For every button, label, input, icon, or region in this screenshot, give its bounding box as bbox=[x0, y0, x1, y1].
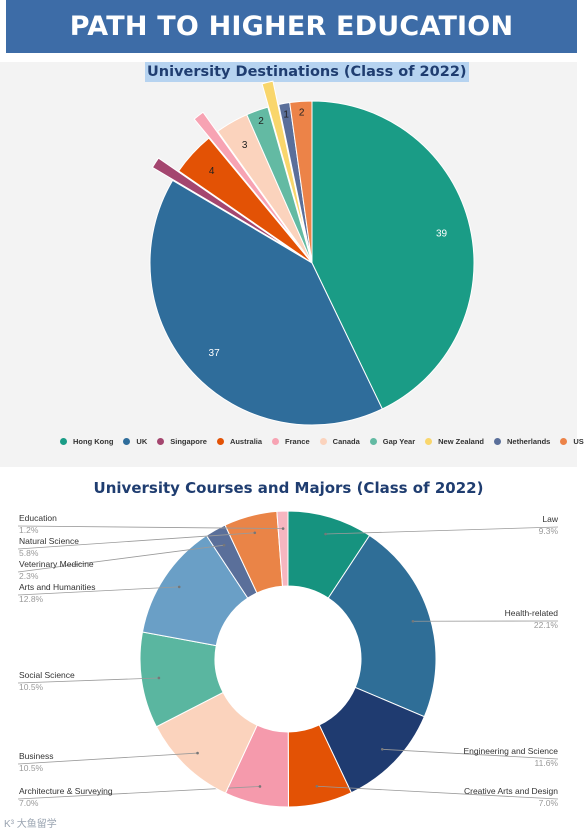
legend-label: Hong Kong bbox=[73, 437, 114, 446]
destination-slice-australia bbox=[177, 137, 313, 264]
course-name-label-business: Business bbox=[19, 751, 54, 761]
course-leader-dot bbox=[380, 748, 384, 751]
legend-swatch bbox=[123, 438, 131, 445]
course-percent-label-creative-arts-and-design: 7.0% bbox=[539, 798, 559, 808]
page-banner: PATH TO HIGHER EDUCATION bbox=[6, 0, 577, 53]
legend-item-netherlands: Netherlands bbox=[494, 437, 550, 446]
legend-swatch bbox=[425, 438, 433, 445]
course-leader-dot bbox=[258, 785, 262, 788]
course-leader-line bbox=[382, 748, 559, 760]
legend-swatch bbox=[560, 438, 568, 445]
legend-item-hong-kong: Hong Kong bbox=[60, 437, 113, 446]
course-leader-line bbox=[17, 532, 255, 550]
course-leader-line bbox=[17, 752, 198, 765]
course-leader-dot bbox=[281, 527, 285, 530]
course-leader-line bbox=[316, 785, 559, 800]
course-percent-label-business: 10.5% bbox=[19, 763, 44, 773]
course-name-label-veterinary-medicine: Veterinary Medicine bbox=[19, 559, 94, 569]
destination-slice-singapore bbox=[151, 157, 293, 251]
course-name-label-natural-science: Natural Science bbox=[19, 536, 79, 546]
course-percent-label-education: 1.2% bbox=[19, 525, 39, 535]
destination-value-label-usa: 2 bbox=[299, 108, 305, 119]
destination-slice-new-zealand bbox=[261, 80, 307, 240]
course-slice-education bbox=[276, 510, 289, 587]
course-name-label-health-related: Health-related bbox=[505, 608, 559, 618]
legend-item-new-zealand: New Zealand bbox=[425, 437, 484, 446]
legend-item-singapore: Singapore bbox=[157, 437, 207, 446]
course-percent-label-arts-and-humanities: 12.8% bbox=[19, 594, 44, 604]
destination-slice-usa bbox=[289, 100, 313, 264]
course-slice-health-related bbox=[327, 534, 437, 718]
course-name-label-creative-arts-and-design: Creative Arts and Design bbox=[464, 786, 558, 796]
course-name-label-social-science: Social Science bbox=[19, 670, 75, 680]
course-leader-line bbox=[325, 526, 559, 535]
course-percent-label-health-related: 22.1% bbox=[534, 620, 559, 630]
legend-item-australia: Australia bbox=[216, 437, 263, 446]
legend-label: Australia bbox=[229, 437, 263, 446]
page-title: PATH TO HIGHER EDUCATION bbox=[69, 11, 514, 42]
legend-item-canada: Canada bbox=[319, 437, 360, 446]
destination-value-label-uk: 37 bbox=[209, 348, 221, 359]
legend-swatch bbox=[494, 438, 501, 445]
destination-slice-france bbox=[193, 111, 298, 245]
courses-chart-title: University Courses and Majors (Class of … bbox=[93, 479, 484, 497]
course-name-label-engineering-and-science: Engineering and Science bbox=[463, 746, 558, 756]
destination-slice-gap-year bbox=[246, 106, 313, 264]
course-leader-line bbox=[17, 586, 180, 596]
destination-slice-uk bbox=[149, 179, 383, 426]
legend-item-usa: USA bbox=[560, 437, 584, 446]
course-leader-line bbox=[17, 677, 159, 684]
legend-label: New Zealand bbox=[438, 437, 484, 446]
course-name-label-law: Law bbox=[542, 514, 558, 524]
destination-slice-hong-kong bbox=[311, 100, 475, 410]
legend-swatch bbox=[272, 438, 280, 445]
course-leader-line bbox=[17, 544, 225, 573]
course-leader-dot bbox=[315, 784, 319, 788]
destination-value-label-australia: 4 bbox=[209, 166, 215, 177]
course-leader-dot bbox=[324, 532, 327, 536]
legend-label: Canada bbox=[332, 437, 360, 446]
course-leader-dot bbox=[157, 676, 161, 680]
legend-label: Singapore bbox=[170, 437, 207, 446]
destination-value-label-netherlands: 1 bbox=[283, 110, 289, 121]
legend-item-gap-year: Gap Year bbox=[369, 437, 416, 446]
legend-item-france: France bbox=[272, 437, 310, 446]
course-percent-label-engineering-and-science: 11.6% bbox=[535, 758, 559, 768]
legend-label: Gap Year bbox=[382, 437, 416, 446]
legend-label: UK bbox=[136, 437, 148, 446]
legend-swatch bbox=[60, 438, 67, 445]
course-name-label-education: Education bbox=[19, 513, 57, 523]
course-leader-dot bbox=[411, 619, 415, 623]
destinations-chart-title: University Destinations (Class of 2022) bbox=[145, 62, 469, 82]
legend-label: Netherlands bbox=[507, 437, 551, 446]
course-name-label-arts-and-humanities: Arts and Humanities bbox=[19, 582, 96, 592]
destination-value-label-gap-year: 2 bbox=[258, 116, 264, 127]
destinations-legend: Hong Kong UK Singapore Australia France Canad… bbox=[60, 437, 584, 446]
legend-swatch bbox=[369, 438, 377, 445]
destination-value-label-hong-kong: 39 bbox=[436, 228, 448, 239]
course-leader-dot bbox=[177, 585, 181, 589]
course-leader-line bbox=[17, 525, 284, 529]
watermark: K³ 大鱼留学 bbox=[4, 819, 57, 830]
course-percent-label-veterinary-medicine: 2.3% bbox=[19, 571, 39, 581]
course-percent-label-architecture-and-surveying: 7.0% bbox=[19, 798, 39, 808]
legend-swatch bbox=[216, 438, 224, 445]
legend-label: USA bbox=[573, 437, 584, 446]
destination-value-label-canada: 3 bbox=[242, 140, 248, 151]
course-percent-label-law: 9.3% bbox=[539, 526, 559, 536]
course-leader-dot bbox=[196, 751, 199, 755]
legend-label: France bbox=[285, 437, 310, 446]
legend-item-uk: UK bbox=[123, 437, 147, 446]
course-leader-dot bbox=[222, 543, 226, 547]
course-percent-label-natural-science: 5.8% bbox=[19, 548, 39, 558]
course-name-label-architecture-and-surveying: Architecture & Surveying bbox=[19, 786, 113, 796]
legend-swatch bbox=[157, 438, 165, 445]
course-percent-label-social-science: 10.5% bbox=[19, 682, 44, 692]
legend-swatch bbox=[319, 438, 327, 445]
course-leader-dot bbox=[253, 531, 257, 535]
